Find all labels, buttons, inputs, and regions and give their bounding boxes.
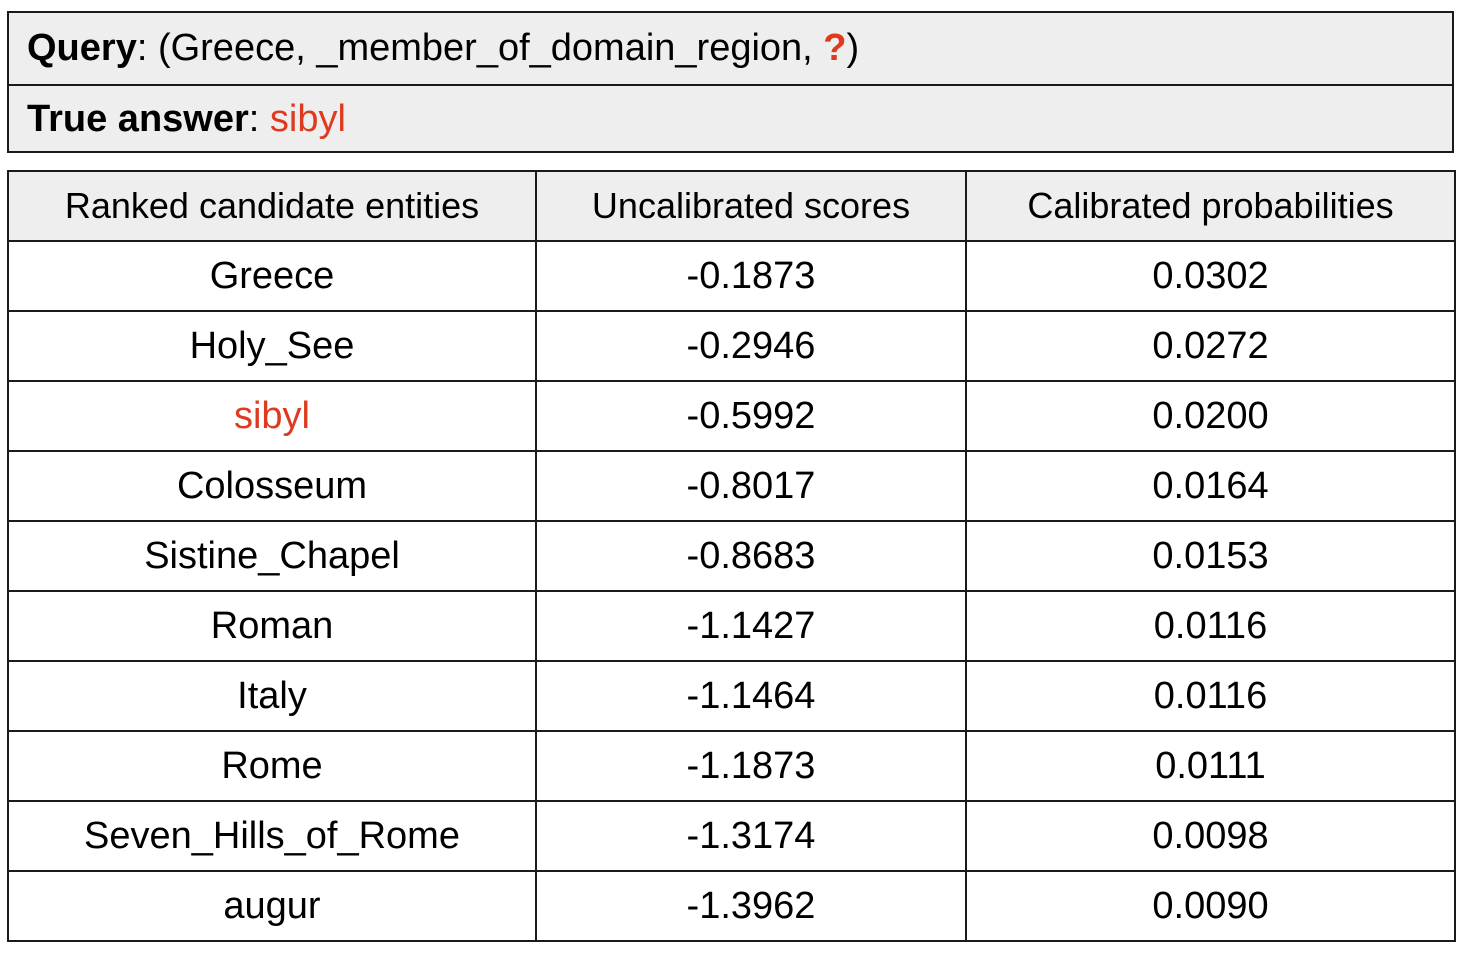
- entity-cell: Italy: [7, 660, 537, 732]
- header-ranked-candidate-entities: Ranked candidate entities: [7, 170, 537, 242]
- entity-cell: Sistine_Chapel: [7, 520, 537, 592]
- probability-cell: 0.0098: [965, 800, 1456, 872]
- ranked-candidates-table: Ranked candidate entities Uncalibrated s…: [7, 170, 1456, 942]
- table-body: Greece -0.1873 0.0302 Holy_See -0.2946 0.0272…: [7, 240, 1456, 942]
- entity-cell: Colosseum: [7, 450, 537, 522]
- true-answer-value: sibyl: [269, 98, 346, 140]
- query-close: ): [846, 27, 860, 69]
- entity-cell: sibyl: [7, 380, 537, 452]
- score-cell: -1.3962: [535, 870, 967, 942]
- true-answer-label: True answer: [27, 98, 249, 140]
- score-cell: -0.8683: [535, 520, 967, 592]
- header-uncalibrated-scores: Uncalibrated scores: [535, 170, 967, 242]
- true-answer-separator: :: [248, 98, 270, 140]
- table-row: Colosseum -0.8017 0.0164: [7, 450, 1456, 522]
- probability-cell: 0.0302: [965, 240, 1456, 312]
- probability-cell: 0.0164: [965, 450, 1456, 522]
- probability-cell: 0.0116: [965, 590, 1456, 662]
- table-row: Holy_See -0.2946 0.0272: [7, 310, 1456, 382]
- true-answer-line: True answer: sibyl: [9, 84, 1452, 153]
- table-row: Roman -1.1427 0.0116: [7, 590, 1456, 662]
- table-header-row: Ranked candidate entities Uncalibrated s…: [7, 170, 1456, 242]
- query-box: Query: (Greece, _member_of_domain_region…: [7, 11, 1454, 153]
- table-row: Rome -1.1873 0.0111: [7, 730, 1456, 802]
- probability-cell: 0.0200: [965, 380, 1456, 452]
- probability-cell: 0.0111: [965, 730, 1456, 802]
- probability-cell: 0.0272: [965, 310, 1456, 382]
- table-row: Italy -1.1464 0.0116: [7, 660, 1456, 732]
- probability-cell: 0.0116: [965, 660, 1456, 732]
- query-line: Query: (Greece, _member_of_domain_region…: [9, 13, 1452, 84]
- table-row: Sistine_Chapel -0.8683 0.0153: [7, 520, 1456, 592]
- entity-cell: Roman: [7, 590, 537, 662]
- table-row: sibyl -0.5992 0.0200: [7, 380, 1456, 452]
- entity-cell: Seven_Hills_of_Rome: [7, 800, 537, 872]
- score-cell: -1.1427: [535, 590, 967, 662]
- score-cell: -0.5992: [535, 380, 967, 452]
- table-row: Greece -0.1873 0.0302: [7, 240, 1456, 312]
- query-unknown-marker: ?: [823, 27, 847, 69]
- score-cell: -1.3174: [535, 800, 967, 872]
- score-cell: -0.8017: [535, 450, 967, 522]
- entity-cell: Greece: [7, 240, 537, 312]
- header-calibrated-probabilities: Calibrated probabilities: [965, 170, 1456, 242]
- query-text: : (Greece, _member_of_domain_region,: [136, 27, 824, 69]
- score-cell: -0.2946: [535, 310, 967, 382]
- score-cell: -1.1464: [535, 660, 967, 732]
- entity-cell: augur: [7, 870, 537, 942]
- entity-cell: Rome: [7, 730, 537, 802]
- entity-cell: Holy_See: [7, 310, 537, 382]
- query-label: Query: [27, 27, 137, 69]
- score-cell: -0.1873: [535, 240, 967, 312]
- probability-cell: 0.0153: [965, 520, 1456, 592]
- probability-cell: 0.0090: [965, 870, 1456, 942]
- table-row: Seven_Hills_of_Rome -1.3174 0.0098: [7, 800, 1456, 872]
- table-row: augur -1.3962 0.0090: [7, 870, 1456, 942]
- score-cell: -1.1873: [535, 730, 967, 802]
